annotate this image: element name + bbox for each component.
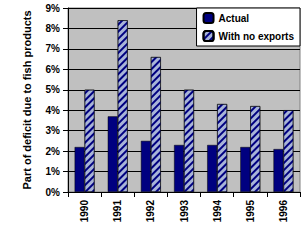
svg-text:5%: 5% [46, 84, 61, 95]
svg-text:With no exports: With no exports [219, 31, 295, 42]
svg-text:1992: 1992 [145, 200, 156, 223]
svg-text:1996: 1996 [278, 200, 289, 223]
svg-text:2%: 2% [46, 146, 61, 157]
svg-text:3%: 3% [46, 125, 61, 136]
svg-text:1995: 1995 [245, 200, 256, 223]
svg-text:0%: 0% [46, 187, 61, 198]
svg-text:1993: 1993 [179, 200, 190, 223]
svg-text:1994: 1994 [212, 200, 223, 223]
svg-text:8%: 8% [46, 23, 61, 34]
svg-text:9%: 9% [46, 3, 61, 14]
svg-text:1%: 1% [46, 166, 61, 177]
svg-text:7%: 7% [46, 43, 61, 54]
svg-text:1990: 1990 [79, 200, 90, 223]
svg-text:Part of deficit due to fish pr: Part of deficit due to fish products [21, 10, 33, 189]
svg-text:4%: 4% [46, 105, 61, 116]
svg-text:Actual: Actual [219, 13, 250, 24]
svg-text:1991: 1991 [112, 200, 123, 223]
svg-text:6%: 6% [46, 64, 61, 75]
